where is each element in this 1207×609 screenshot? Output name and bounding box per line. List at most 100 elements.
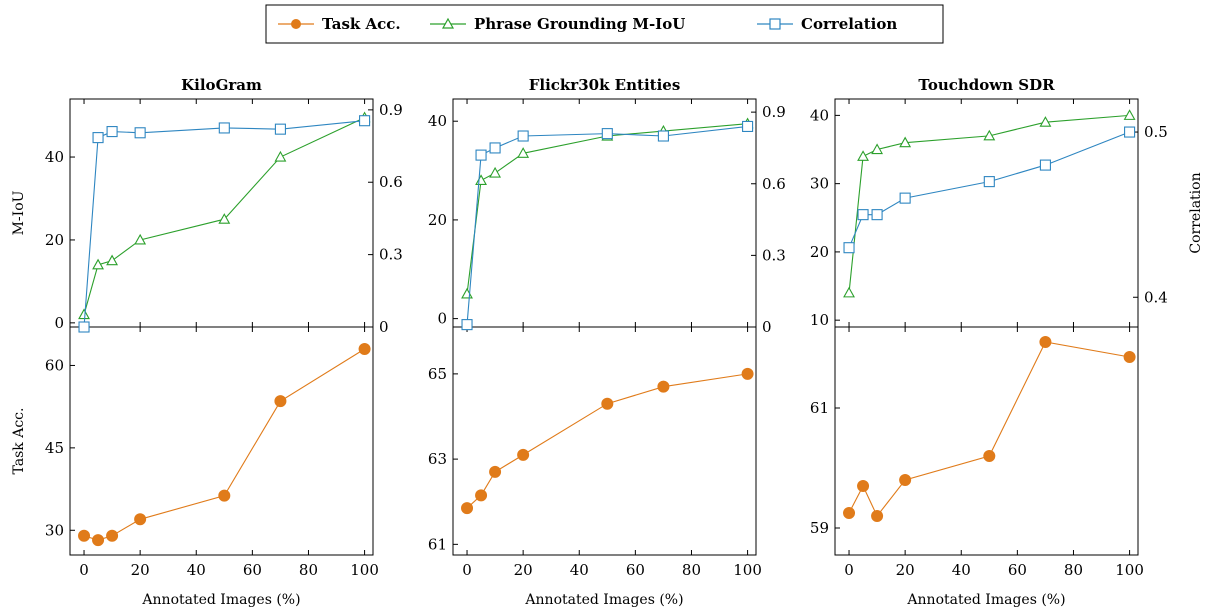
y-tick-label-right: 0.6 [762, 175, 786, 193]
x-axis-label: Annotated Images (%) [524, 592, 683, 608]
correlation-point [218, 122, 230, 134]
correlation-point [843, 242, 855, 254]
miou-point [475, 174, 487, 185]
y-tick-label-bottom: 30 [45, 521, 64, 539]
correlation-point [601, 128, 613, 140]
y-tick-label-right: 0 [762, 318, 772, 336]
y-axis-label-bottom: Task Acc. [11, 408, 27, 475]
y-tick-label-bottom: 59 [810, 519, 829, 537]
y-tick-label-bottom: 63 [428, 450, 447, 468]
legend-item-miou: Phrase Grounding M-IoU [430, 15, 685, 33]
legend-marker-task-acc [291, 19, 301, 29]
correlation-point [274, 123, 286, 135]
miou-point [218, 213, 231, 224]
y-axis-label-left: M-IoU [11, 190, 27, 235]
task-acc-point [741, 367, 754, 380]
y-tick-label-left: 10 [810, 311, 829, 329]
x-tick-label: 0 [79, 561, 89, 579]
task-acc-point [871, 510, 884, 522]
task-acc-point [218, 489, 231, 502]
correlation-point [134, 127, 146, 139]
x-tick-label: 100 [1115, 561, 1144, 579]
y-axis-label-right: Correlation [1188, 172, 1204, 253]
panel-title: Touchdown SDR [918, 76, 1055, 94]
chart-panels: KiloGram 0 20 40 0 0.3 0.6 0.9 30 45 60 0 20 40 60 80 10… [11, 76, 1204, 608]
miou-point [78, 308, 90, 320]
task-acc-point [601, 397, 614, 410]
x-tick-label: 40 [570, 561, 589, 579]
correlation-point [489, 142, 501, 154]
y-tick-label-right: 0.3 [762, 246, 786, 264]
miou-point [871, 143, 884, 155]
y-tick-label-left: 0 [54, 314, 64, 332]
x-tick-label: 100 [350, 561, 379, 579]
correlation-point [106, 126, 118, 138]
legend-label-task-acc: Task Acc. [322, 15, 401, 33]
x-tick-label: 20 [514, 561, 533, 579]
correlation-point [899, 192, 911, 204]
series-line-correlation [466, 125, 748, 325]
series-line-correlation [83, 120, 365, 328]
task-acc-point [843, 507, 856, 519]
x-tick-label: 60 [1008, 561, 1027, 579]
correlation-point [359, 115, 371, 127]
task-acc-point [106, 529, 119, 542]
legend-item-task-acc: Task Acc. [278, 15, 401, 33]
x-axis-label: Annotated Images (%) [906, 592, 1065, 608]
legend-label-miou: Phrase Grounding M-IoU [474, 15, 685, 33]
y-tick-label-left: 40 [810, 106, 829, 124]
y-tick-label-left: 0 [437, 310, 447, 328]
miou-point [134, 233, 147, 245]
task-acc-point [274, 395, 287, 408]
correlation-point [983, 176, 995, 188]
miou-point [899, 136, 912, 148]
task-acc-point [857, 480, 870, 492]
task-acc-point [1039, 336, 1052, 348]
x-tick-label: 20 [896, 561, 915, 579]
correlation-point [857, 209, 869, 221]
y-tick-label-bottom: 60 [45, 356, 64, 374]
y-tick-label-right: 0.6 [379, 173, 403, 191]
panel-kilogram: KiloGram 0 20 40 0 0.3 0.6 0.9 30 45 60 0 20 40 60 80 10… [11, 76, 403, 608]
correlation-point [92, 132, 104, 144]
x-tick-label: 80 [682, 561, 701, 579]
y-tick-label-bottom: 61 [428, 535, 447, 553]
task-acc-point [517, 448, 530, 461]
task-acc-point [489, 465, 502, 478]
task-acc-point [461, 502, 474, 515]
x-tick-label: 60 [626, 561, 645, 579]
panel-touchdown-sdr: Touchdown SDR 10 20 30 40 0.4 0.5 59 61 0 20 40 60 80… [810, 76, 1204, 608]
x-axis-label: Annotated Images (%) [141, 592, 300, 608]
correlation-point [475, 149, 487, 161]
task-acc-point [92, 534, 105, 547]
legend: Task Acc. Phrase Grounding M-IoU Correla… [265, 4, 944, 44]
legend-marker-correlation [769, 18, 781, 30]
x-tick-label: 20 [131, 561, 150, 579]
y-tick-label-bottom: 61 [810, 399, 829, 417]
miou-point [274, 150, 287, 162]
x-tick-label: 40 [187, 561, 206, 579]
correlation-point [1039, 159, 1051, 171]
y-tick-label-right: 0.9 [379, 101, 403, 119]
correlation-point [1124, 126, 1136, 138]
legend-box [265, 4, 944, 44]
miou-point [517, 147, 530, 158]
miou-point [843, 286, 855, 298]
legend-item-correlation: Correlation [757, 15, 897, 33]
series-line-task-acc [848, 341, 1130, 518]
x-tick-label: 80 [299, 561, 318, 579]
series-line-task-acc [466, 373, 748, 509]
legend-marker-miou [441, 17, 455, 29]
correlation-point [461, 319, 473, 331]
series-line-task-acc [83, 348, 365, 541]
y-tick-label-bottom: 45 [45, 439, 64, 457]
x-tick-label: 0 [844, 561, 854, 579]
task-acc-point [657, 380, 670, 393]
task-acc-point [134, 513, 147, 526]
miou-point [983, 129, 996, 141]
correlation-point [517, 130, 529, 142]
miou-point [857, 150, 869, 161]
x-tick-label: 100 [733, 561, 762, 579]
panel-title: KiloGram [181, 76, 262, 94]
